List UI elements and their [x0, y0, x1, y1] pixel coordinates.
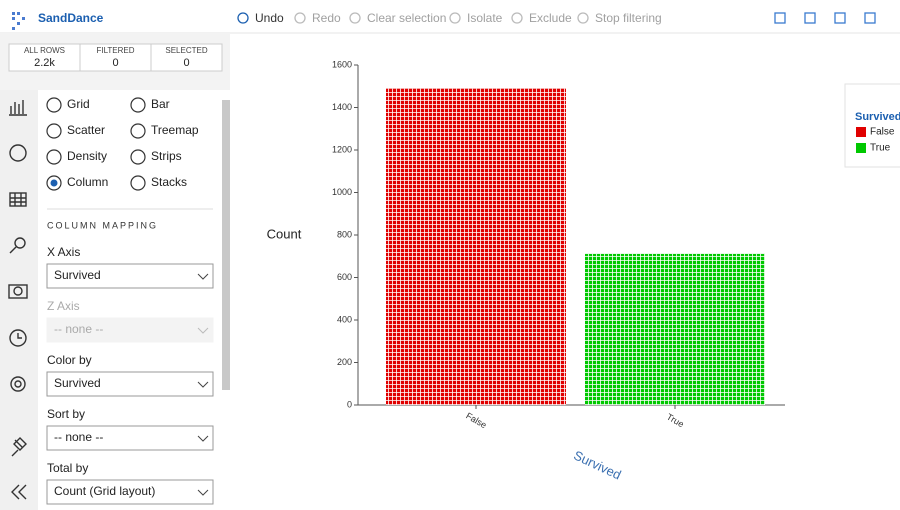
chevron: [197, 273, 209, 280]
legend-swatch: [856, 143, 866, 153]
toolbar-icon: [577, 12, 589, 24]
y-tick-label: 600: [337, 272, 352, 282]
radio[interactable]: [130, 97, 146, 113]
toolbar-button[interactable]: Clear selection: [367, 11, 446, 25]
legend-box: [844, 83, 900, 168]
radio-label[interactable]: Column: [67, 175, 108, 189]
toolbar-button[interactable]: Exclude: [529, 11, 572, 25]
field-label: Total by: [47, 461, 88, 475]
dropdown-value: -- none --: [54, 322, 103, 336]
y-tick-label: 0: [347, 399, 352, 409]
toolbar-icon[interactable]: [834, 12, 846, 24]
radio-label[interactable]: Density: [67, 149, 107, 163]
toolbar-button[interactable]: Redo: [312, 11, 341, 25]
y-tick-label: 800: [337, 229, 352, 239]
chevron: [197, 381, 209, 388]
toolbar-button[interactable]: Isolate: [467, 11, 503, 25]
toolbar-icon[interactable]: [774, 12, 786, 24]
toolbar-icon: [511, 12, 523, 24]
radio[interactable]: [46, 97, 62, 113]
legend-label[interactable]: True: [870, 143, 891, 154]
radio[interactable]: [46, 123, 62, 139]
chevron: [197, 435, 209, 442]
bar-cells: [386, 88, 566, 405]
dropdown[interactable]: [46, 371, 214, 397]
chevron: [197, 489, 209, 496]
toolbar-icon: [237, 12, 249, 24]
dropdown[interactable]: [46, 479, 214, 505]
logo: [12, 12, 25, 30]
field-label: Color by: [47, 353, 92, 367]
radio[interactable]: [130, 175, 146, 191]
legend-swatch: [856, 127, 866, 137]
radio-label[interactable]: Scatter: [67, 123, 105, 137]
stat-value: 0: [183, 57, 189, 69]
y-axis-label: Count: [267, 226, 302, 241]
toolbar-icon: [349, 12, 361, 24]
radio-label[interactable]: Treemap: [151, 123, 199, 137]
toolbar-button[interactable]: Stop filtering: [595, 11, 662, 25]
radio-label[interactable]: Stacks: [151, 175, 187, 189]
dropdown: [46, 317, 214, 343]
toolbar-button[interactable]: Undo: [255, 11, 284, 25]
scrollbar: [222, 100, 230, 390]
radio-label[interactable]: Grid: [67, 97, 90, 111]
dropdown-value: Count (Grid layout): [54, 484, 155, 498]
stat-box: [150, 43, 223, 72]
stat-box: [79, 43, 152, 72]
legend-title: Survived: [855, 111, 900, 123]
dropdown-value: Survived: [54, 376, 101, 390]
chevron: [197, 327, 209, 334]
radio-dot: [50, 179, 58, 187]
field-label: X Axis: [47, 245, 80, 259]
dropdown-value: -- none --: [54, 430, 103, 444]
field-label: Z Axis: [47, 299, 80, 313]
dropdown-value: Survived: [54, 268, 101, 282]
icon-strip: [0, 90, 38, 510]
section-heading: COLUMN MAPPING: [47, 220, 158, 230]
stat-label: ALL ROWS: [24, 46, 65, 55]
toolbar-icon: [449, 12, 461, 24]
app-title: SandDance: [38, 11, 104, 25]
y-tick-label: 1200: [332, 144, 352, 154]
stat-value: 0: [112, 57, 118, 69]
y-tick-label: 1600: [332, 59, 352, 69]
bar-cells: [585, 253, 765, 405]
y-tick-label: 400: [337, 314, 352, 324]
side-icons: [8, 100, 28, 500]
radio[interactable]: [46, 149, 62, 165]
legend-label[interactable]: False: [870, 127, 895, 138]
stat-label: FILTERED: [96, 46, 134, 55]
toolbar-icon[interactable]: [804, 12, 816, 24]
dropdown[interactable]: [46, 263, 214, 289]
dropdown[interactable]: [46, 425, 214, 451]
radio-label[interactable]: Strips: [151, 149, 182, 163]
y-tick-label: 1000: [332, 187, 352, 197]
stat-label: SELECTED: [165, 46, 207, 55]
radio[interactable]: [130, 123, 146, 139]
y-tick-label: 200: [337, 357, 352, 367]
toolbar-icon: [294, 12, 306, 24]
radio[interactable]: [130, 149, 146, 165]
field-label: Sort by: [47, 407, 85, 421]
toolbar-icon[interactable]: [864, 12, 876, 24]
radio-label[interactable]: Bar: [151, 97, 170, 111]
stat-value: 2.2k: [34, 57, 55, 69]
y-tick-label: 1400: [332, 102, 352, 112]
